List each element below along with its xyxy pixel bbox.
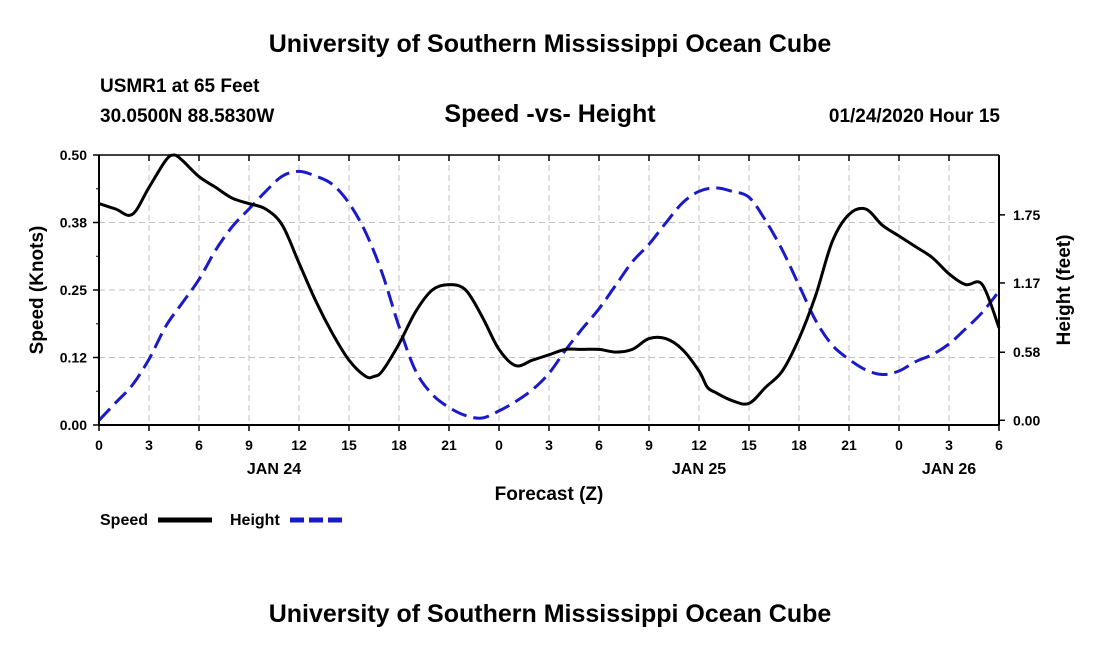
grid	[99, 155, 999, 425]
day-label: JAN 25	[672, 461, 726, 478]
x-tick-label: 3	[545, 437, 553, 453]
y2-axis-title: Height (feet)	[1054, 235, 1075, 346]
legend: Speed Height	[100, 512, 342, 529]
y-tick-label: 0.25	[60, 282, 87, 298]
x-tick-label: 12	[691, 437, 707, 453]
axes	[93, 154, 1005, 431]
footer-title: University of Southern Mississippi Ocean…	[268, 600, 832, 628]
y2-tick-label: 1.17	[1013, 275, 1040, 291]
x-tick-label: 15	[341, 437, 357, 453]
x-tick-label: 18	[791, 437, 807, 453]
coordinates-label: 30.0500N 88.5830W	[100, 106, 275, 127]
x-tick-label: 15	[741, 437, 757, 453]
tick-labels: 0 3 6 9 12 15 18 21 0 3 6 9 12 15 18 21 0 3 6 JAN 24 JAN 25 J…	[60, 147, 1041, 478]
y2-tick-label: 1.75	[1013, 207, 1040, 223]
x-tick-label: 12	[291, 437, 307, 453]
y-axis-title: Speed (Knots)	[27, 226, 48, 355]
y-tick-label: 0.50	[60, 147, 87, 163]
y-tick-label: 0.00	[60, 417, 87, 433]
day-label: JAN 26	[922, 461, 976, 478]
station-label: USMR1 at 65 Feet	[100, 76, 260, 97]
legend-height-label: Height	[230, 512, 280, 529]
speed-series-line	[98, 153, 1001, 406]
y2-tick-label: 0.58	[1013, 344, 1040, 360]
chart-title: University of Southern Mississippi Ocean…	[268, 30, 832, 58]
legend-speed-label: Speed	[100, 512, 148, 529]
x-axis-title: Forecast (Z)	[495, 484, 604, 505]
y-tick-label: 0.12	[60, 350, 87, 366]
x-tick-label: 9	[245, 437, 253, 453]
x-tick-label: 3	[945, 437, 953, 453]
x-tick-label: 6	[995, 437, 1003, 453]
x-tick-label: 18	[391, 437, 407, 453]
x-tick-label: 6	[195, 437, 203, 453]
x-tick-label: 21	[441, 437, 457, 453]
y2-tick-label: 0.00	[1013, 412, 1040, 428]
x-tick-label: 21	[841, 437, 857, 453]
x-tick-label: 6	[595, 437, 603, 453]
x-tick-label: 0	[95, 437, 103, 453]
day-label: JAN 24	[247, 461, 301, 478]
y-tick-label: 0.38	[60, 215, 87, 231]
series-group	[97, 153, 1001, 422]
x-tick-label: 0	[895, 437, 903, 453]
x-tick-label: 3	[145, 437, 153, 453]
height-series-line	[97, 169, 1001, 422]
x-tick-label: 9	[645, 437, 653, 453]
x-tick-label: 0	[495, 437, 503, 453]
chart-subtitle: Speed -vs- Height	[444, 100, 656, 128]
forecast-datetime: 01/24/2020 Hour 15	[828, 106, 1000, 127]
